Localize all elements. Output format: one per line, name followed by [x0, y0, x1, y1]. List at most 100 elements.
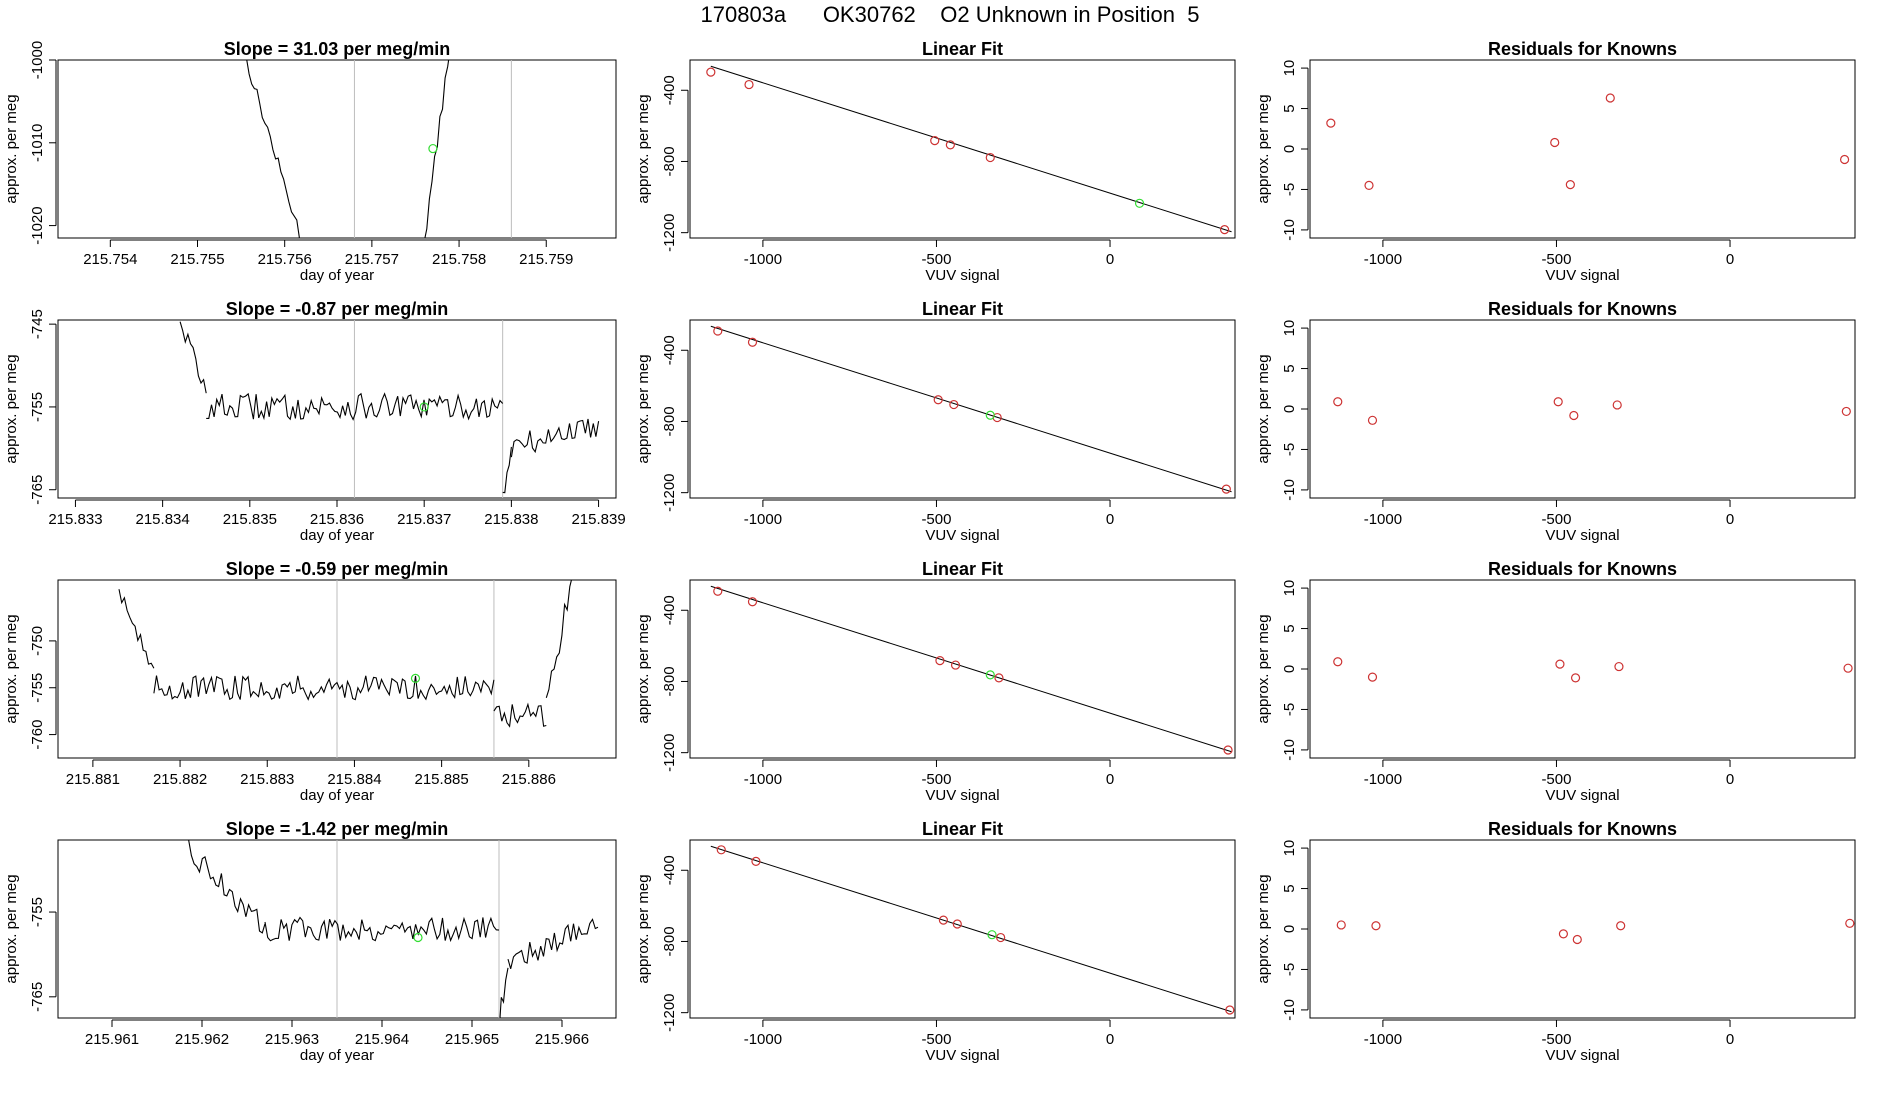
y-tick-label: 0 [1281, 665, 1298, 673]
x-tick-label: -500 [1541, 771, 1571, 788]
timeseries-panel: Slope = 31.03 per meg/min 215.754 215.755 2… [3, 39, 617, 284]
known-point [950, 660, 961, 670]
x-axis-label: day of year [300, 1047, 374, 1064]
fit-panel: Linear Fit -1000 -500 0 VUV signal -400 -800 -1… [635, 819, 1236, 1064]
y-tick-label: -1200 [661, 993, 678, 1031]
plot-frame [689, 579, 1236, 759]
known-point [747, 597, 758, 607]
known-point [1221, 484, 1231, 494]
x-tick-label: 215.964 [355, 1031, 409, 1048]
x-tick-label: 215.885 [415, 771, 469, 788]
y-tick-label: -5 [1281, 443, 1298, 456]
x-tick-label: 215.756 [258, 251, 312, 268]
x-axis-label: VUV signal [1545, 1047, 1619, 1064]
y-axis-label: approx. per meg [3, 874, 20, 983]
known-point [747, 337, 758, 347]
residual-point [1558, 929, 1569, 939]
residuals-panel: Residuals for Knowns -1000 -500 0 VUV signal… [1255, 299, 1856, 544]
y-tick-label: -800 [661, 406, 678, 436]
y-tick-label: -765 [29, 475, 46, 505]
signal-trace [153, 675, 495, 701]
x-tick-label: 215.759 [519, 251, 573, 268]
known-point [1223, 745, 1233, 755]
residual-point [1614, 661, 1624, 672]
x-tick-label: 215.881 [66, 771, 120, 788]
y-tick-label: -1200 [661, 733, 678, 771]
plot-area [710, 845, 1235, 1015]
y-tick-label: 0 [1281, 145, 1298, 153]
x-tick-label: -1000 [1364, 1031, 1402, 1048]
x-tick-label: 215.835 [223, 511, 277, 528]
y-tick-label: -400 [661, 335, 678, 365]
y-tick-label: -760 [29, 720, 46, 750]
x-tick-label: 215.754 [83, 251, 137, 268]
plot-area [1336, 918, 1855, 945]
unknown-point [985, 410, 995, 420]
unknown-point [428, 143, 438, 154]
known-point [985, 152, 995, 163]
panel-title: Linear Fit [922, 299, 1003, 319]
residual-point [1364, 180, 1374, 191]
known-point [713, 326, 723, 336]
y-tick-label: -1010 [29, 124, 46, 162]
y-tick-label: 5 [1281, 884, 1298, 892]
signal-trace [499, 967, 509, 1018]
known-point [713, 586, 723, 596]
x-tick-label: -500 [921, 771, 951, 788]
known-point [751, 856, 761, 866]
known-point [1225, 1005, 1235, 1015]
y-tick-label: -1200 [661, 473, 678, 511]
x-tick-label: -500 [921, 251, 951, 268]
x-tick-label: 215.883 [240, 771, 294, 788]
residual-point [1333, 397, 1343, 407]
plot-area [706, 65, 1232, 235]
plot-frame [57, 319, 617, 499]
y-tick-label: 10 [1281, 60, 1298, 77]
y-tick-label: -1000 [29, 41, 46, 79]
residual-point [1550, 137, 1560, 148]
timeseries-panel: Slope = -1.42 per meg/min 215.961 215.962 2… [3, 819, 617, 1064]
x-tick-label: 0 [1106, 1031, 1114, 1048]
plot-frame [689, 59, 1236, 239]
fit-panel: Linear Fit -1000 -500 0 VUV signal -400 -800 -1… [635, 559, 1236, 804]
y-tick-label: 5 [1281, 364, 1298, 372]
y-tick-label: -755 [29, 392, 46, 422]
y-axis-label: approx. per meg [635, 614, 652, 723]
known-point [935, 656, 945, 666]
x-tick-label: 215.961 [85, 1031, 139, 1048]
signal-trace [264, 916, 500, 943]
residual-point [1333, 657, 1343, 667]
residual-point [1616, 921, 1626, 931]
plot-area [1333, 397, 1851, 425]
plot-frame [57, 59, 617, 239]
residual-point [1371, 921, 1381, 931]
x-tick-label: -1000 [744, 251, 782, 268]
x-tick-label: -500 [921, 1031, 951, 1048]
residual-point [1572, 934, 1582, 945]
panel-title: Slope = -0.59 per meg/min [226, 559, 449, 579]
known-point [949, 399, 959, 410]
x-tick-label: 215.965 [445, 1031, 499, 1048]
signal-trace [507, 918, 599, 969]
signal-trace [188, 840, 266, 934]
timeseries-panel: Slope = -0.87 per meg/min 215.833 215.834 2… [3, 299, 626, 544]
y-axis-label: approx. per meg [1255, 874, 1272, 983]
fit-line [710, 585, 1232, 753]
x-axis-label: VUV signal [925, 267, 999, 284]
known-point [938, 915, 949, 925]
y-axis-label: approx. per meg [3, 354, 20, 463]
signal-trace [424, 60, 450, 238]
x-tick-label: 215.834 [136, 511, 190, 528]
x-tick-label: 215.836 [310, 511, 364, 528]
known-point [744, 79, 754, 90]
residual-point [1565, 180, 1575, 190]
y-tick-label: -765 [29, 982, 46, 1012]
x-tick-label: 215.837 [397, 511, 451, 528]
panel-title: Linear Fit [922, 559, 1003, 579]
residuals-panel: Residuals for Knowns -1000 -500 0 VUV signal… [1255, 819, 1856, 1064]
known-point [706, 67, 716, 77]
x-tick-label: -1000 [1364, 771, 1402, 788]
figure-title: 170803a OK30762 O2 Unknown in Position 5 [700, 2, 1200, 27]
panel-title: Slope = -1.42 per meg/min [226, 819, 449, 839]
y-tick-label: -800 [661, 926, 678, 956]
